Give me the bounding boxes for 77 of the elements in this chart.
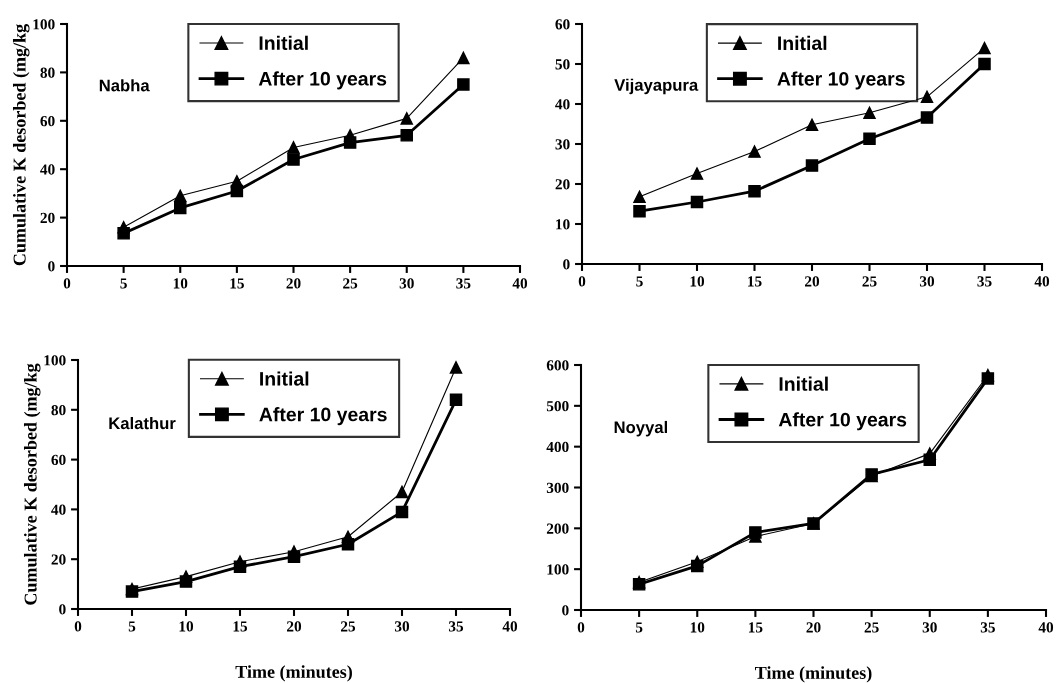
x-tick-label: 35 <box>456 278 471 289</box>
y-tick-label: 400 <box>546 441 569 453</box>
x-tick-label: 15 <box>230 278 244 289</box>
y-tick-label: 600 <box>546 360 569 371</box>
x-tick-label: 15 <box>748 622 763 633</box>
annotation: Kalathur <box>109 416 176 430</box>
x-tick-label: 25 <box>341 621 356 632</box>
x-tick-label: 20 <box>287 621 302 632</box>
x-tick-label: 0 <box>74 621 82 632</box>
y-tick-label: 0 <box>563 259 570 270</box>
x-tick-label: 35 <box>980 622 995 633</box>
y-tick-label: 500 <box>546 400 569 412</box>
x-tick-label: 30 <box>399 278 414 289</box>
y-tick-label: 40 <box>51 504 66 515</box>
y-tick-label: 0 <box>48 261 55 272</box>
x-tick-label: 35 <box>448 621 464 632</box>
x-axis-title: Time (minutes) <box>755 666 872 683</box>
y-tick-label: 50 <box>555 59 570 70</box>
y-tick-label: 30 <box>555 139 570 150</box>
x-tick-label: 25 <box>864 622 879 633</box>
x-tick-label: 10 <box>173 278 188 289</box>
y-tick-label: 20 <box>555 179 570 190</box>
x-axis-title: Time (minutes) <box>235 665 352 682</box>
x-tick-label: 30 <box>922 622 937 633</box>
annotation: Noyyal <box>614 420 668 437</box>
annotation: Nabha <box>99 79 150 92</box>
y-tick-label: 10 <box>556 219 570 230</box>
y-tick-label: 40 <box>555 99 570 110</box>
y-tick-label: 60 <box>555 19 570 30</box>
x-tick-label: 5 <box>128 621 136 632</box>
x-tick-label: 40 <box>1038 622 1054 633</box>
x-tick-label: 20 <box>805 276 820 287</box>
legend-label: Initial <box>778 35 827 51</box>
y-axis-title: Cumulative K desorbed (mg/kg <box>23 363 41 605</box>
y-tick-label: 100 <box>547 564 569 575</box>
y-tick-label: 40 <box>40 164 55 175</box>
y-tick-label: 200 <box>546 523 569 534</box>
x-tick-label: 10 <box>690 622 705 633</box>
x-tick-label: 30 <box>394 621 410 632</box>
legend-label: After 10 years <box>259 407 387 426</box>
x-tick-label: 10 <box>179 621 194 632</box>
y-tick-label: 100 <box>33 19 55 30</box>
y-tick-label: 60 <box>51 454 66 466</box>
x-tick-label: 15 <box>748 276 762 287</box>
x-tick-label: 35 <box>977 276 992 287</box>
y-tick-label: 20 <box>40 212 55 224</box>
x-tick-label: 0 <box>578 276 586 287</box>
y-tick-label: 80 <box>40 67 55 78</box>
x-tick-label: 0 <box>577 622 585 633</box>
y-tick-label: 100 <box>44 355 66 366</box>
x-tick-label: 5 <box>636 276 643 287</box>
y-tick-label: 80 <box>51 404 66 416</box>
x-tick-label: 10 <box>690 276 705 287</box>
x-tick-label: 40 <box>1034 276 1050 287</box>
x-tick-label: 5 <box>120 278 127 289</box>
y-tick-label: 0 <box>59 604 66 615</box>
y-tick-label: 0 <box>562 605 569 616</box>
x-tick-label: 5 <box>635 622 643 633</box>
legend-label: Initial <box>260 371 309 386</box>
y-tick-label: 20 <box>51 554 66 565</box>
x-tick-label: 30 <box>919 276 935 287</box>
y-tick-label: 60 <box>40 115 55 127</box>
x-tick-label: 40 <box>502 621 518 632</box>
x-tick-label: 40 <box>512 278 528 289</box>
x-tick-label: 20 <box>806 622 821 633</box>
legend-label: Initial <box>779 376 828 391</box>
legend-label: After 10 years <box>777 71 905 90</box>
annotation: Vijayapura <box>614 78 699 95</box>
x-tick-label: 25 <box>343 278 358 289</box>
legend-label: After 10 years <box>258 71 387 90</box>
x-tick-label: 25 <box>862 276 877 287</box>
y-tick-label: 300 <box>546 482 569 493</box>
legend-label: Initial <box>259 35 308 50</box>
legend-label: After 10 years <box>778 412 907 431</box>
y-axis-title: Cumulative K desorbed (mg/kg <box>12 24 30 266</box>
x-tick-label: 20 <box>286 278 301 289</box>
x-tick-label: 15 <box>233 621 248 632</box>
